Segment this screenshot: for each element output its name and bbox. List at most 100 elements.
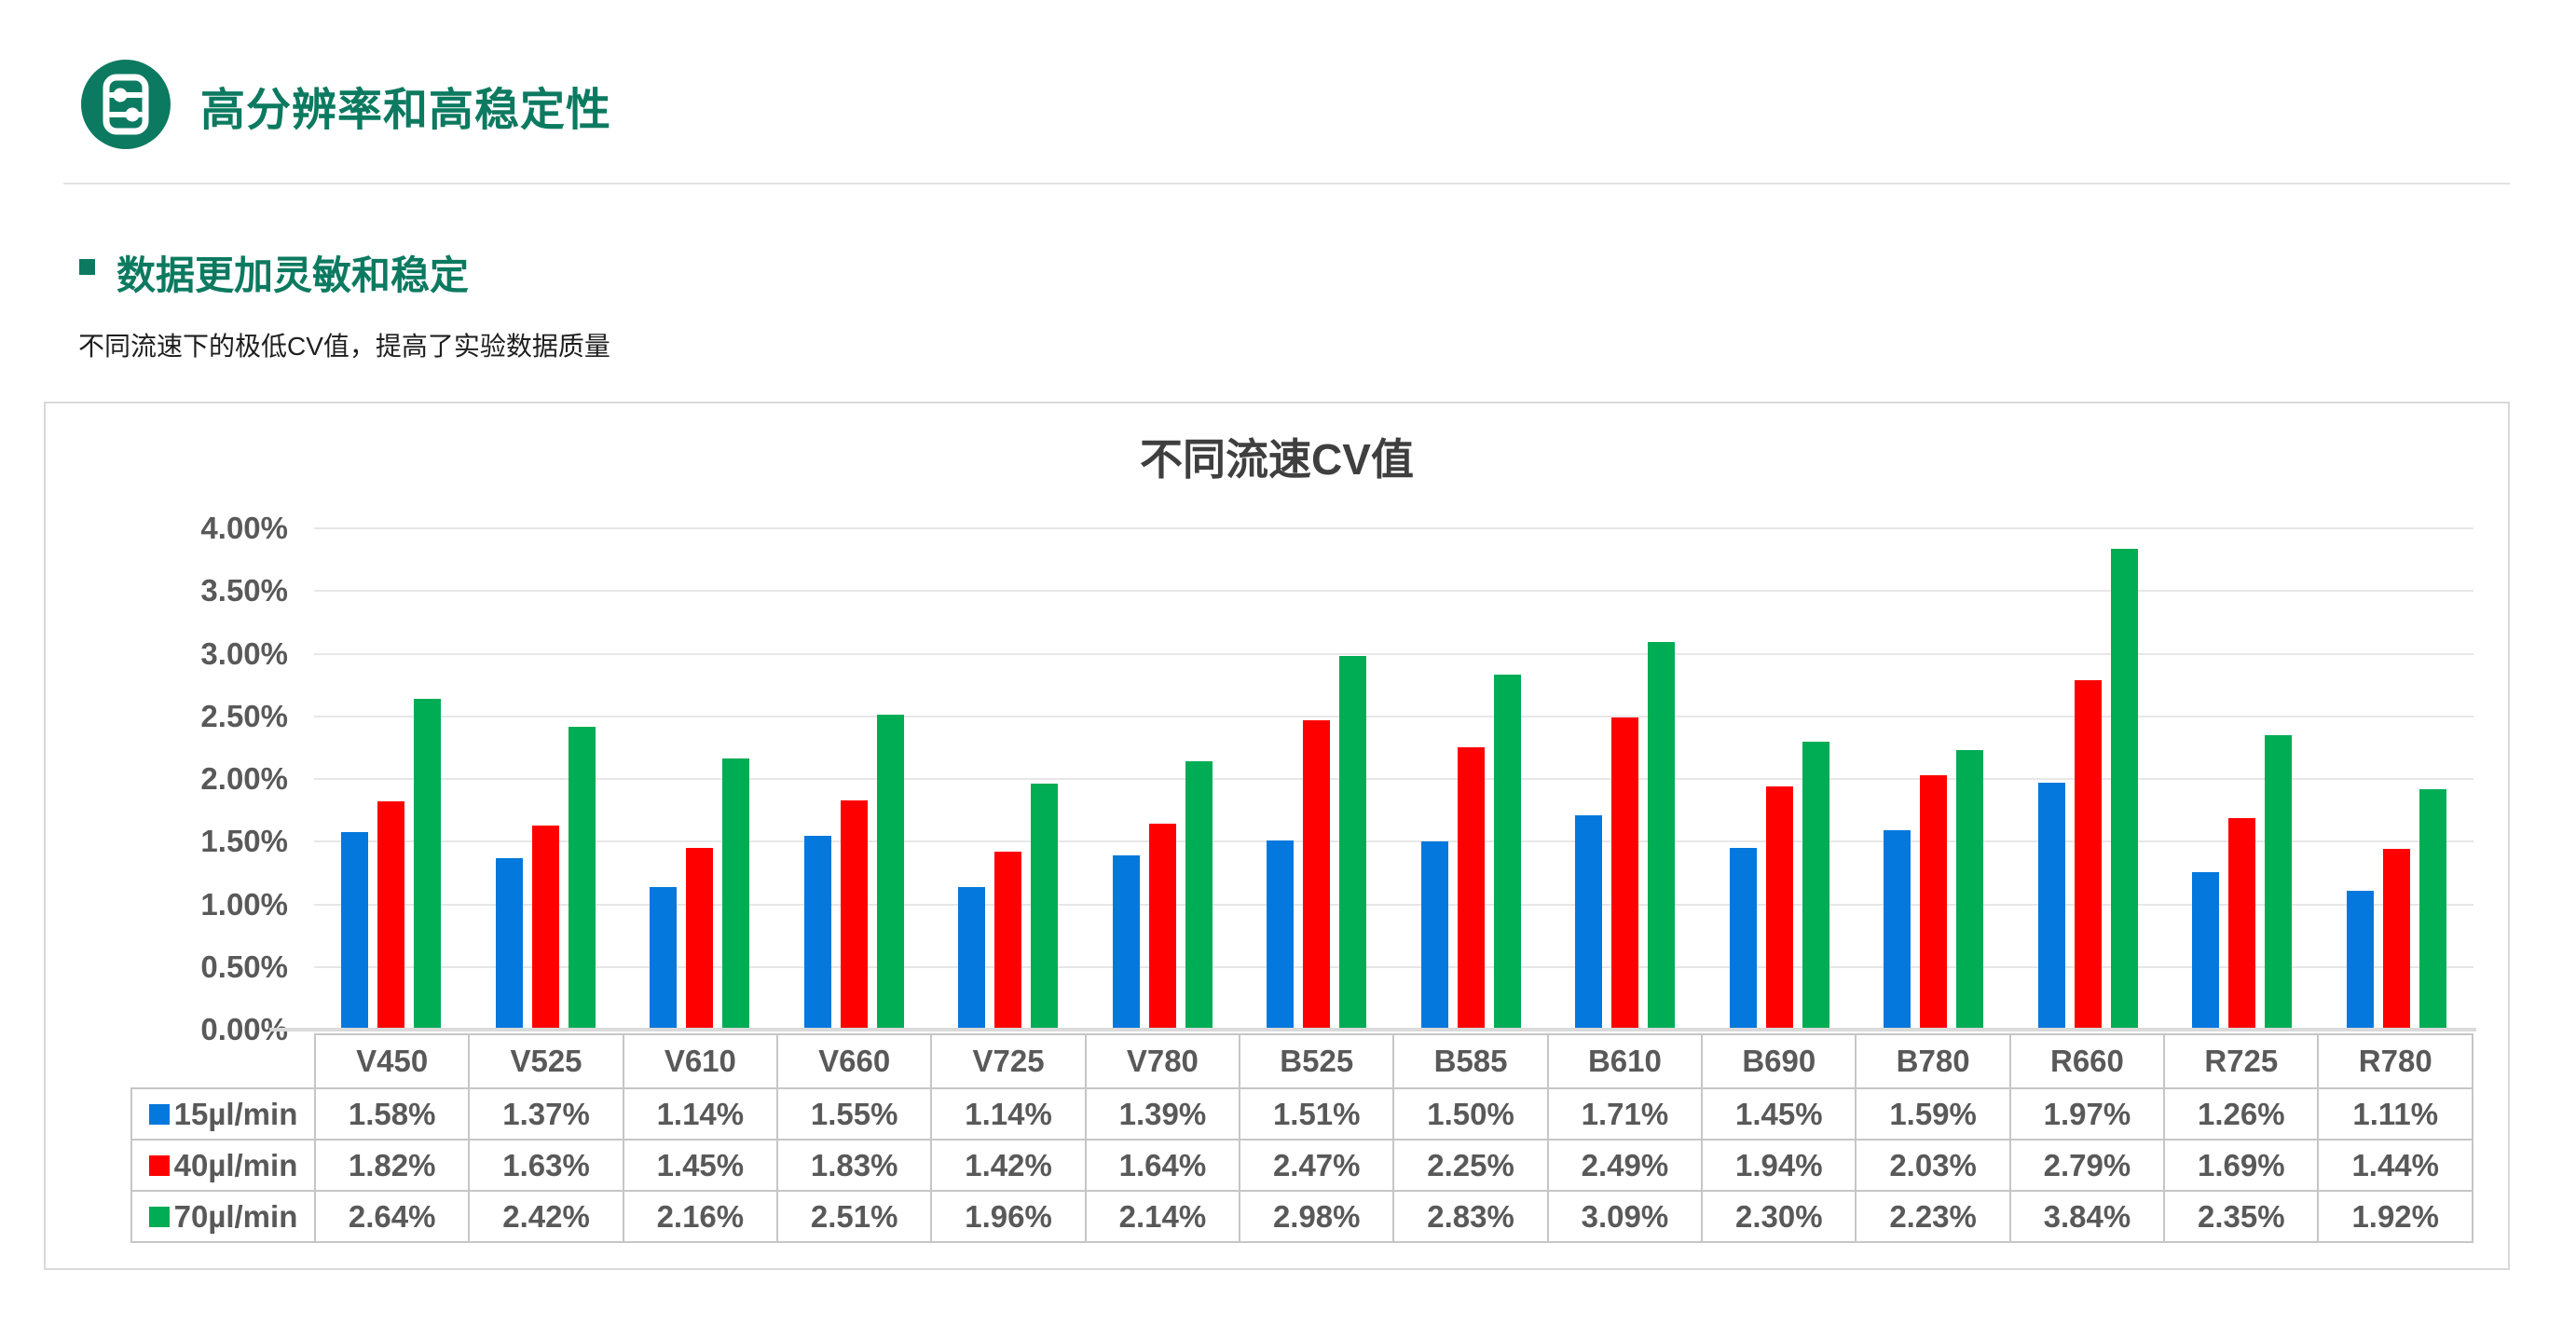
bar-V610-40µl/min [686, 847, 714, 1030]
value-cell-V660-15µl/min: 1.55% [776, 1087, 933, 1141]
page-title: 高分辨率和高稳定性 [200, 86, 612, 135]
value-cell-V780-15µl/min: 1.39% [1084, 1087, 1241, 1141]
table-row-40µl/min: 40µl/min 1.82% 1.63% 1.45% 1.83% 1.42% 1.64% 2.… [130, 1139, 2473, 1192]
value-cell-V725-70µl/min: 1.96% [930, 1190, 1087, 1243]
y-axis-tick-label: 4.00% [200, 511, 288, 545]
legend-swatch-70µl/min [148, 1206, 170, 1227]
value-cell-V610-70µl/min: 2.16% [622, 1190, 779, 1243]
gridline [314, 652, 2473, 655]
bar-B525-40µl/min [1303, 719, 1331, 1030]
gridline [314, 527, 2473, 529]
legend-swatch-40µl/min [148, 1154, 170, 1176]
value-cell-V450-15µl/min: 1.58% [313, 1087, 471, 1141]
value-cell-B780-15µl/min: 1.59% [1855, 1087, 2011, 1141]
category-header-V525: V525 [468, 1033, 624, 1089]
bar-R725-70µl/min [2265, 734, 2293, 1030]
bar-group-V525 [469, 528, 623, 1030]
value-cell-R780-70µl/min: 1.92% [2317, 1190, 2473, 1243]
gridline [314, 840, 2473, 843]
bar-B585-40µl/min [1457, 747, 1485, 1030]
bar-B780-70µl/min [1956, 750, 1984, 1030]
bar-V660-70µl/min [876, 715, 904, 1030]
category-header-B690: B690 [1701, 1033, 1857, 1089]
section-description: 不同流速下的极低CV值，提高了实验数据质量 [78, 332, 610, 361]
bar-B610-40µl/min [1611, 717, 1639, 1030]
bar-group-V780 [1086, 528, 1240, 1030]
value-cell-V525-40µl/min: 1.63% [468, 1139, 624, 1192]
value-cell-R725-70µl/min: 2.35% [2163, 1190, 2320, 1243]
value-cell-V725-15µl/min: 1.14% [930, 1087, 1087, 1141]
value-cell-V610-40µl/min: 1.45% [622, 1139, 779, 1192]
bar-V725-15µl/min [958, 886, 986, 1030]
value-cell-R660-70µl/min: 3.84% [2008, 1190, 2166, 1243]
value-cell-V450-70µl/min: 2.64% [313, 1190, 471, 1243]
bar-B610-15µl/min [1575, 815, 1603, 1030]
value-cell-R780-15µl/min: 1.11% [2317, 1087, 2473, 1141]
value-cell-B610-15µl/min: 1.71% [1546, 1087, 1704, 1141]
bar-V725-70µl/min [1031, 784, 1059, 1030]
gridline [314, 778, 2473, 780]
gridline [314, 903, 2473, 906]
value-cell-B525-15µl/min: 1.51% [1239, 1087, 1395, 1141]
value-cell-B585-15µl/min: 1.50% [1392, 1087, 1549, 1141]
bar-R660-70µl/min [2110, 548, 2138, 1030]
value-cell-B780-70µl/min: 2.23% [1855, 1190, 2011, 1243]
bar-R660-15µl/min [2037, 783, 2065, 1030]
category-header-R725: R725 [2163, 1033, 2320, 1089]
value-cell-R725-15µl/min: 1.26% [2163, 1087, 2320, 1141]
bar-group-R780 [2320, 528, 2474, 1030]
bar-R780-15µl/min [2346, 890, 2374, 1030]
value-cell-B525-40µl/min: 2.47% [1239, 1139, 1395, 1192]
bar-B780-40µl/min [1920, 774, 1948, 1030]
section-bullet-square [79, 259, 95, 275]
bar-V525-40µl/min [531, 825, 559, 1030]
value-cell-B585-70µl/min: 2.83% [1392, 1190, 1549, 1243]
y-axis-tick-label: 1.50% [200, 824, 288, 859]
bar-group-B780 [1857, 528, 2011, 1030]
bar-B690-15µl/min [1729, 847, 1757, 1030]
value-cell-B610-70µl/min: 3.09% [1546, 1190, 1704, 1243]
table-row-15µl/min: 15µl/min 1.58% 1.37% 1.14% 1.55% 1.14% 1.39% 1.… [130, 1087, 2473, 1141]
category-header-R660: R660 [2008, 1033, 2166, 1089]
value-cell-R780-40µl/min: 1.44% [2317, 1139, 2473, 1192]
bar-group-B610 [1548, 528, 1703, 1030]
value-cell-R660-15µl/min: 1.97% [2008, 1087, 2166, 1141]
table-corner-cell [131, 1034, 315, 1088]
bar-V525-70µl/min [568, 726, 596, 1030]
value-cell-V780-40µl/min: 1.64% [1084, 1139, 1241, 1192]
bar-group-B585 [1394, 528, 1549, 1030]
y-axis-tick-label: 3.00% [200, 635, 288, 671]
series-label-70µl/min: 70µl/min [130, 1190, 316, 1243]
value-cell-V660-40µl/min: 1.83% [776, 1139, 933, 1192]
bar-B525-70µl/min [1339, 656, 1367, 1030]
category-header-B610: B610 [1546, 1033, 1704, 1089]
bar-group-V725 [931, 528, 1086, 1030]
bar-V450-15µl/min [341, 831, 369, 1030]
value-cell-V610-15µl/min: 1.14% [622, 1087, 779, 1141]
category-header-V780: V780 [1084, 1033, 1241, 1089]
bar-group-V610 [623, 528, 777, 1030]
bar-group-B690 [1703, 528, 1857, 1030]
bar-R725-40µl/min [2228, 817, 2256, 1030]
section-heading: 数据更加灵敏和稳定 [116, 253, 470, 297]
bar-group-V660 [777, 528, 932, 1030]
category-header-V660: V660 [776, 1033, 933, 1089]
bar-V660-40µl/min [840, 799, 868, 1030]
bar-B690-40µl/min [1765, 786, 1793, 1030]
data-table: V450 V525 V610 V660 V725 V780 B525 B585 B610 B690… [130, 1033, 2473, 1243]
value-cell-V660-70µl/min: 2.51% [776, 1190, 933, 1243]
value-cell-B585-40µl/min: 2.25% [1392, 1139, 1549, 1192]
value-cell-R660-40µl/min: 2.79% [2008, 1139, 2166, 1192]
gridline [314, 965, 2473, 968]
gridline [314, 715, 2473, 717]
category-header-V610: V610 [622, 1033, 779, 1089]
series-label-40µl/min: 40µl/min [130, 1139, 316, 1192]
bar-group-V450 [314, 528, 469, 1030]
bar-R660-40µl/min [2074, 679, 2102, 1030]
bar-R725-15µl/min [2192, 871, 2220, 1030]
bar-V660-15µl/min [803, 835, 831, 1030]
bar-R780-40µl/min [2382, 849, 2410, 1030]
y-axis-tick-label: 2.50% [200, 698, 288, 733]
bar-group-R725 [2165, 528, 2320, 1030]
